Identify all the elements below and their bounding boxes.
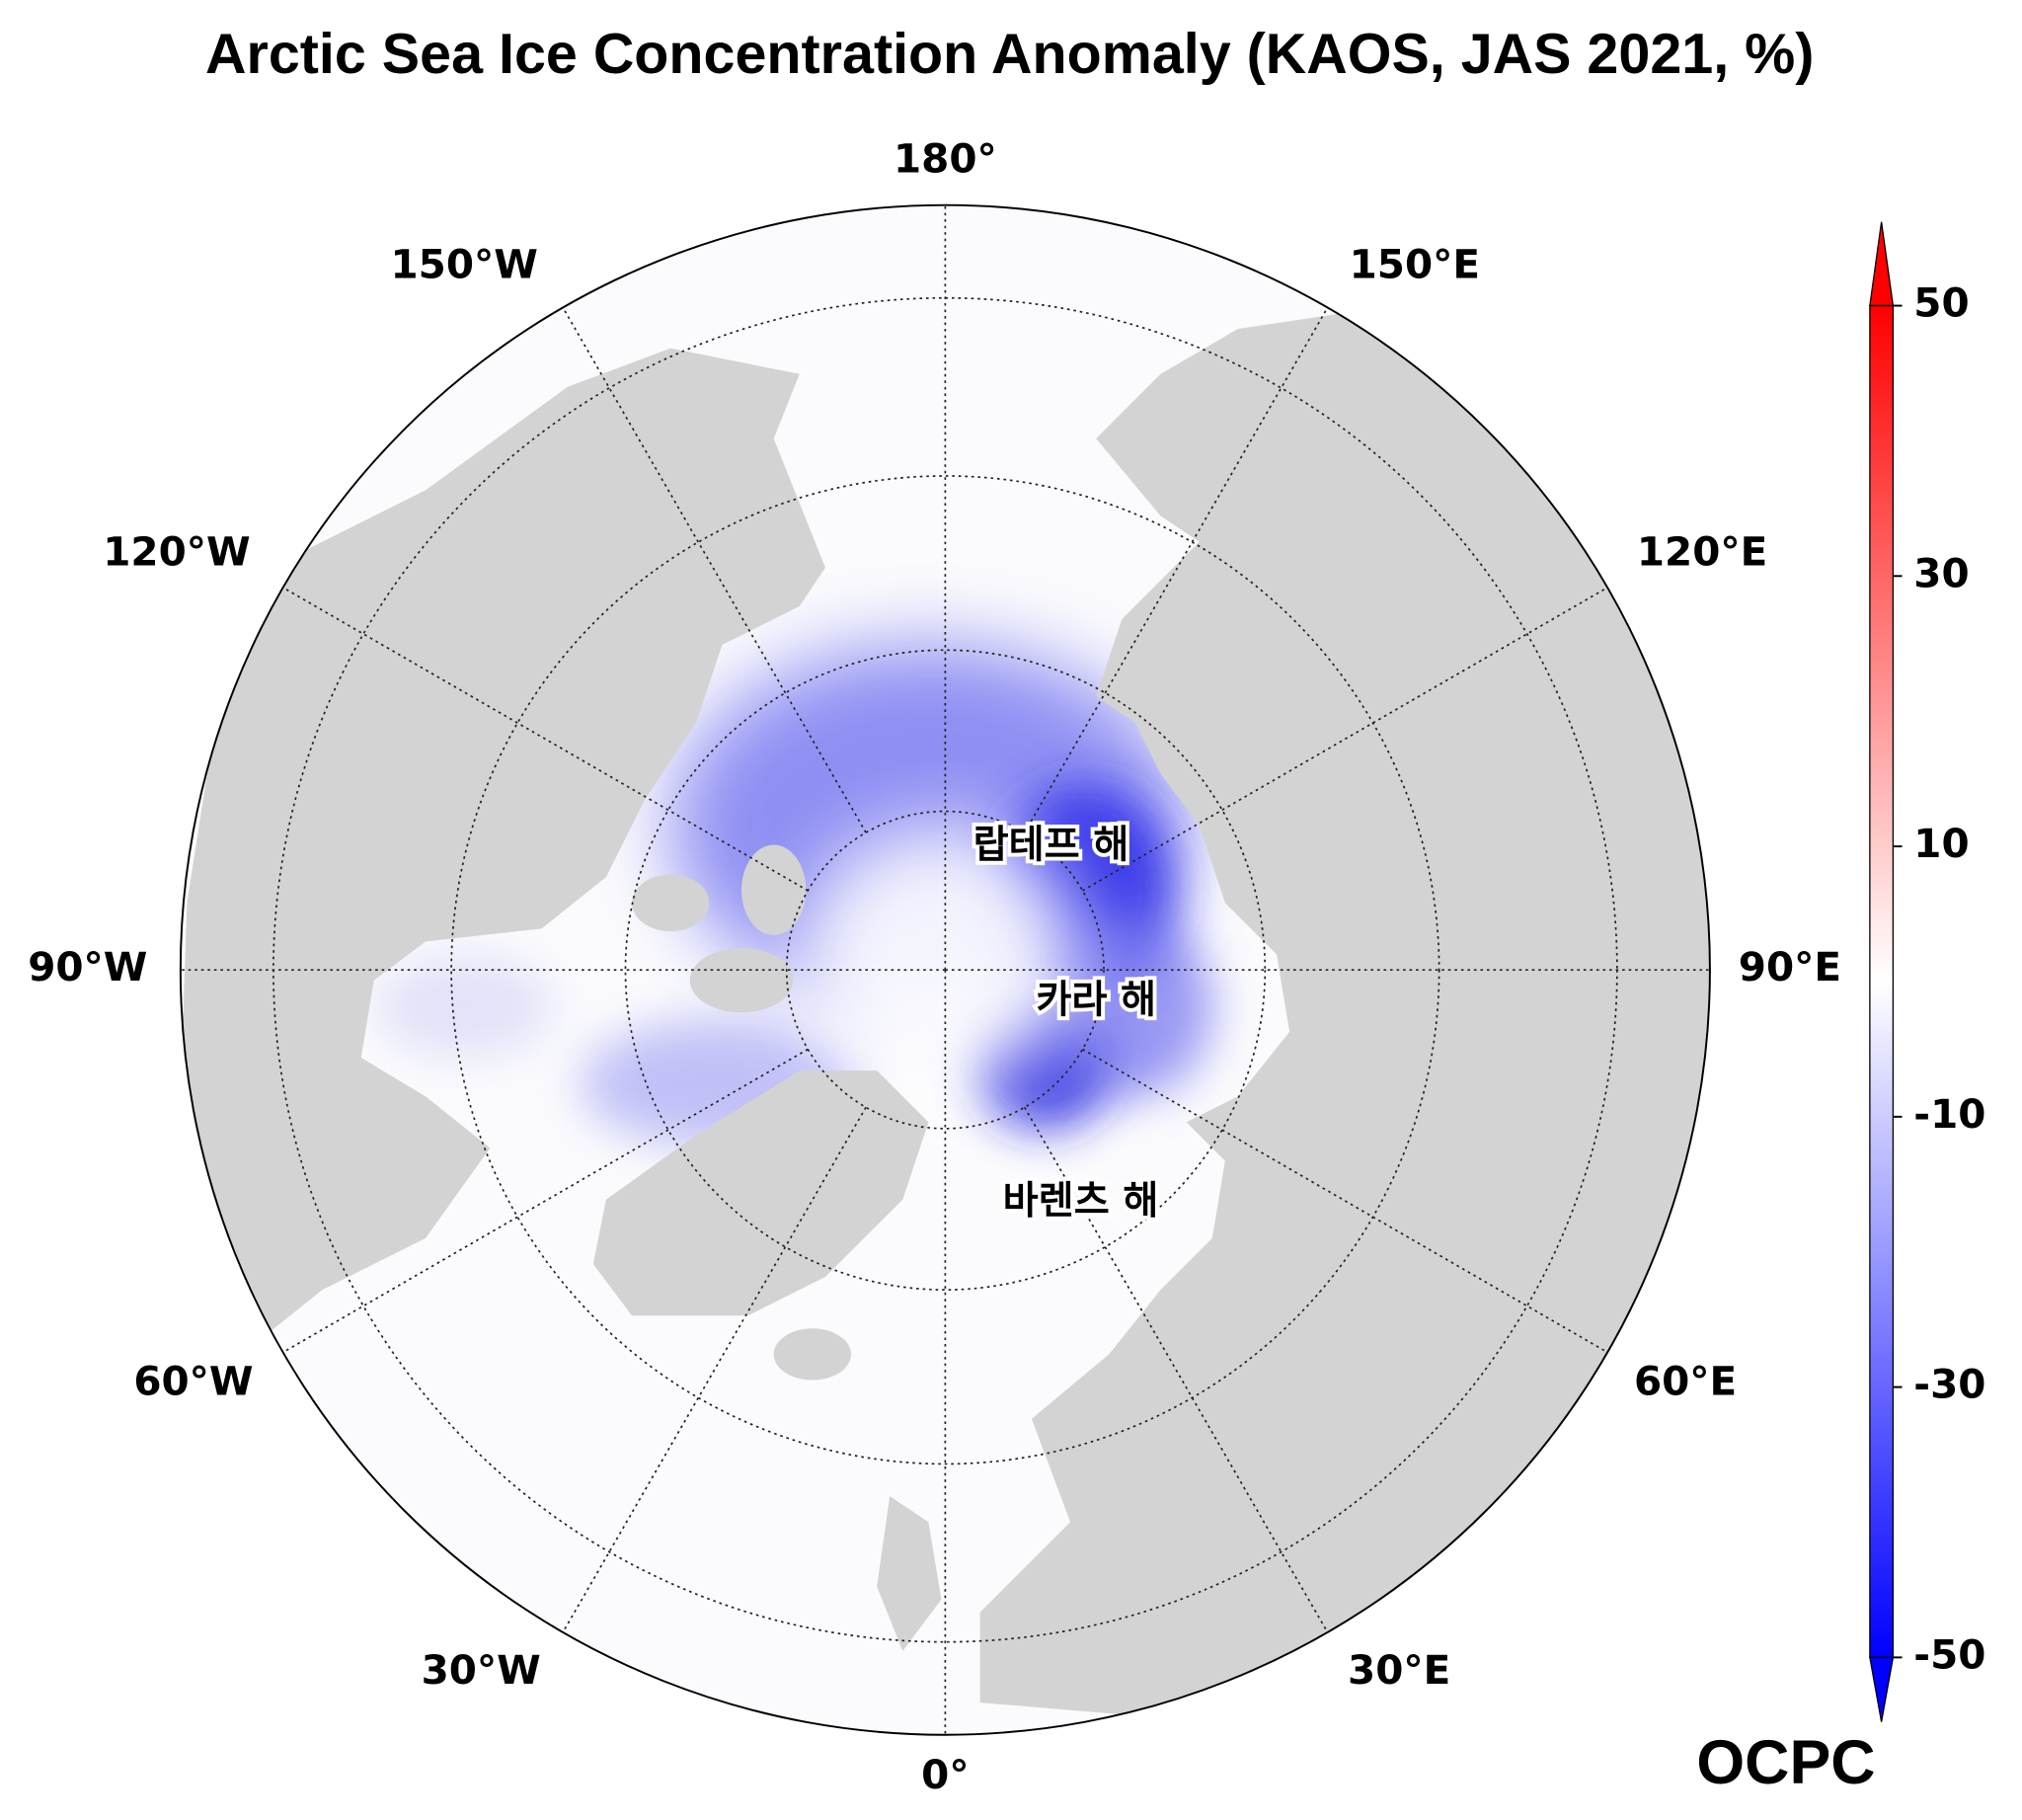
colorbar-tick-label: 30 xyxy=(1913,549,1969,596)
region-label: 바렌츠 해 xyxy=(1003,1179,1159,1224)
latitude-circle xyxy=(785,810,1105,1130)
graticule xyxy=(180,204,1710,1735)
region-label: 랍테프 해 xyxy=(973,824,1129,868)
meridian xyxy=(562,1106,867,1633)
longitude-label: 120°W xyxy=(103,528,250,576)
land xyxy=(180,309,1710,1716)
colorbar-tick-label: -10 xyxy=(1913,1090,1985,1138)
meridian xyxy=(282,1048,809,1354)
longitude-label: 30°W xyxy=(422,1646,541,1694)
map-figure: Arctic Sea Ice Concentration Anomaly (KA… xyxy=(28,23,1985,1798)
region-label: 카라 해 xyxy=(1036,978,1156,1022)
longitude-label: 60°W xyxy=(133,1357,253,1404)
logo: OCPC xyxy=(1696,1728,1875,1797)
latitude-circle xyxy=(624,649,1267,1291)
longitude-label: 120°E xyxy=(1637,528,1767,576)
meridian xyxy=(562,307,867,833)
longitude-labels: 180° 150°E 120°E 90°E 60°E 30°E 0° 30°W 60°W 90°W… xyxy=(28,134,1841,1798)
meridian xyxy=(1082,587,1608,892)
colorbar: 50 30 10 -10 -30 -50 xyxy=(1869,221,1985,1722)
colorbar-extend-min xyxy=(1869,1656,1895,1722)
meridian xyxy=(282,587,809,892)
longitude-label: 30°E xyxy=(1348,1646,1450,1694)
longitude-label: 60°E xyxy=(1634,1357,1737,1404)
colorbar-extend-max xyxy=(1869,221,1895,307)
colorbar-body xyxy=(1869,304,1895,1659)
latitude-circle xyxy=(450,475,1440,1465)
colorbar-tick-label: 50 xyxy=(1913,279,1969,327)
ice-anomaly xyxy=(373,645,1212,1148)
meridian xyxy=(1023,1106,1329,1633)
longitude-label: 90°W xyxy=(28,943,147,990)
longitude-label: 180° xyxy=(894,134,997,182)
longitude-label: 0° xyxy=(921,1751,969,1798)
meridian xyxy=(1082,1048,1608,1354)
longitude-label: 90°E xyxy=(1739,943,1841,990)
longitude-label: 150°E xyxy=(1350,240,1480,287)
meridian xyxy=(1023,307,1329,833)
colorbar-tick-label: -30 xyxy=(1913,1361,1985,1408)
colorbar-tick-label: -50 xyxy=(1913,1630,1985,1678)
map-border xyxy=(179,203,1711,1736)
longitude-label: 150°W xyxy=(391,240,538,287)
title: Arctic Sea Ice Concentration Anomaly (KA… xyxy=(205,23,1814,86)
colorbar-tick-label: 10 xyxy=(1913,820,1969,867)
